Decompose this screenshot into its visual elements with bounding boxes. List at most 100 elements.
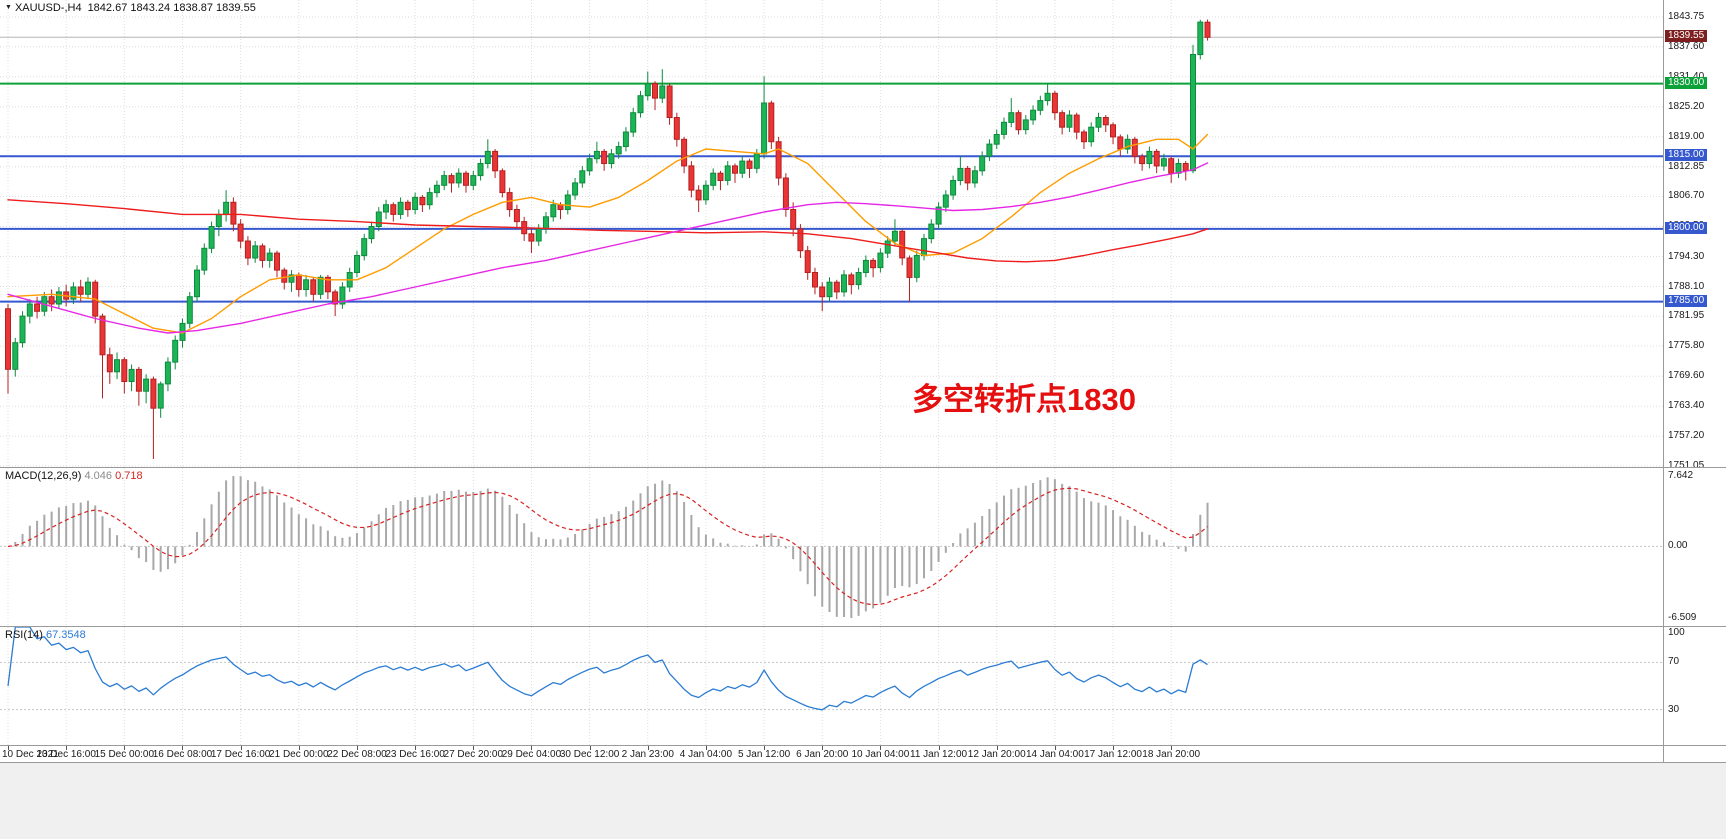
candle[interactable] <box>1001 121 1007 135</box>
candle[interactable] <box>986 143 993 157</box>
candle[interactable] <box>1030 109 1037 121</box>
candle[interactable] <box>528 233 535 242</box>
candle[interactable] <box>26 303 33 317</box>
candle[interactable] <box>70 286 77 300</box>
candle[interactable] <box>950 180 957 196</box>
candle[interactable] <box>5 308 11 370</box>
candle[interactable] <box>1015 112 1022 131</box>
candle[interactable] <box>477 163 484 177</box>
candle[interactable] <box>455 172 462 184</box>
pane-separator[interactable] <box>0 745 1726 746</box>
candle[interactable] <box>695 189 702 201</box>
candle[interactable] <box>884 240 891 254</box>
candle[interactable] <box>717 172 724 181</box>
candle[interactable] <box>1044 92 1051 102</box>
candle[interactable] <box>826 281 833 298</box>
candle[interactable] <box>906 257 913 278</box>
candle[interactable] <box>957 167 964 181</box>
price-pane-canvas[interactable] <box>0 0 1663 467</box>
candle[interactable] <box>702 184 709 201</box>
candle[interactable] <box>564 194 571 210</box>
candle[interactable] <box>1139 155 1146 165</box>
candle[interactable] <box>572 182 579 196</box>
candle[interactable] <box>135 368 142 392</box>
candle[interactable] <box>1124 138 1131 150</box>
candle[interactable] <box>601 150 608 164</box>
candle[interactable] <box>34 303 41 312</box>
candle[interactable] <box>375 211 382 227</box>
candle[interactable] <box>1160 158 1167 167</box>
candle[interactable] <box>281 269 288 283</box>
candle[interactable] <box>448 175 455 184</box>
candle[interactable] <box>579 170 586 184</box>
candle[interactable] <box>77 286 84 295</box>
candle[interactable] <box>870 259 877 269</box>
annotation-text[interactable]: 多空转折点1830 <box>912 382 1136 417</box>
candle[interactable] <box>1131 138 1138 157</box>
candle[interactable] <box>470 175 477 186</box>
candle[interactable] <box>862 259 869 273</box>
candle[interactable] <box>753 153 760 169</box>
candle[interactable] <box>1110 124 1116 138</box>
candle[interactable] <box>492 150 499 172</box>
candle[interactable] <box>1168 158 1175 174</box>
candle[interactable] <box>230 201 237 225</box>
candle[interactable] <box>550 204 557 218</box>
candle[interactable] <box>644 83 651 97</box>
candle[interactable] <box>637 95 644 114</box>
candle[interactable] <box>971 170 978 184</box>
candle[interactable] <box>710 172 717 186</box>
candle[interactable] <box>891 230 898 242</box>
candle[interactable] <box>833 281 840 293</box>
candle[interactable] <box>223 201 230 215</box>
candle[interactable] <box>317 276 324 295</box>
candle[interactable] <box>1197 21 1204 56</box>
candle[interactable] <box>841 274 847 293</box>
candle[interactable] <box>1066 114 1073 128</box>
candle[interactable] <box>150 378 157 409</box>
candle[interactable] <box>1182 163 1189 172</box>
candle[interactable] <box>673 117 680 140</box>
candle[interactable] <box>1153 150 1160 167</box>
candle[interactable] <box>1102 117 1109 126</box>
candle[interactable] <box>622 131 629 147</box>
candle[interactable] <box>215 213 222 227</box>
candle[interactable] <box>681 138 688 167</box>
candle[interactable] <box>186 296 193 324</box>
candle[interactable] <box>397 201 404 215</box>
candle[interactable] <box>361 238 368 257</box>
candle[interactable] <box>274 252 280 271</box>
candle[interactable] <box>121 359 128 383</box>
candle[interactable] <box>499 170 506 194</box>
candle[interactable] <box>484 150 491 164</box>
candle[interactable] <box>1146 150 1153 164</box>
macd-pane-canvas[interactable] <box>0 468 1663 626</box>
candle[interactable] <box>724 165 731 181</box>
candle[interactable] <box>942 194 949 208</box>
candle[interactable] <box>1008 112 1015 123</box>
candle[interactable] <box>143 378 150 392</box>
candle[interactable] <box>513 209 520 223</box>
chart-collapse-icon[interactable]: ▼ <box>5 4 12 11</box>
candle[interactable] <box>1037 100 1044 111</box>
candle[interactable] <box>848 274 855 286</box>
pane-separator[interactable] <box>0 626 1726 627</box>
candle[interactable] <box>252 245 259 259</box>
candle[interactable] <box>688 165 695 191</box>
candle[interactable] <box>913 255 920 278</box>
candle[interactable] <box>128 368 135 382</box>
candle[interactable] <box>768 102 775 143</box>
candle[interactable] <box>244 240 251 259</box>
candle[interactable] <box>368 226 375 240</box>
candle[interactable] <box>19 315 26 344</box>
candle[interactable] <box>390 204 397 215</box>
price-axis[interactable]: 1843.75 1837.60 1831.40 1825.20 1819.00 1812.… <box>1664 0 1726 762</box>
candle[interactable] <box>324 276 331 293</box>
candle[interactable] <box>804 250 811 273</box>
candle[interactable] <box>877 252 884 269</box>
candle[interactable] <box>630 112 637 133</box>
candle[interactable] <box>782 177 789 210</box>
candle[interactable] <box>1051 92 1058 114</box>
candle[interactable] <box>463 172 469 186</box>
candle[interactable] <box>921 238 927 257</box>
